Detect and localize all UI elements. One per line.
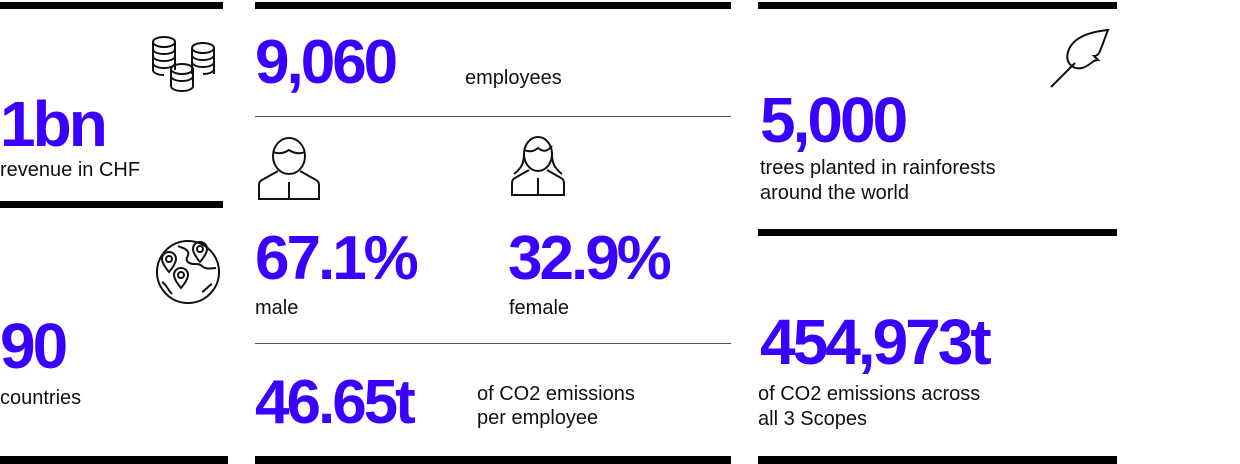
leaf-icon bbox=[1048, 28, 1112, 92]
divider-gender bbox=[255, 343, 731, 344]
co2-total-label-line2: all 3 Scopes bbox=[758, 408, 867, 430]
co2-total-label-line1: of CO2 emissions across bbox=[758, 383, 981, 405]
countries-label: countries bbox=[0, 387, 82, 409]
divider-top-col3 bbox=[758, 2, 1117, 9]
employees-value: 9,060 bbox=[255, 28, 398, 97]
male-label: male bbox=[255, 297, 299, 319]
divider-employees bbox=[255, 116, 731, 117]
divider-mid-col1 bbox=[0, 201, 223, 208]
female-value: 32.9% bbox=[508, 224, 672, 293]
male-value: 67.1% bbox=[255, 224, 419, 293]
revenue-value: 1bn bbox=[0, 88, 108, 160]
divider-bottom-col1 bbox=[0, 456, 228, 464]
co2-per-employee-label-line2: per employee bbox=[477, 407, 599, 429]
coins-stack-icon bbox=[150, 34, 220, 94]
divider-top-col2 bbox=[255, 2, 731, 9]
female-person-icon bbox=[509, 134, 567, 200]
divider-bottom-col3 bbox=[758, 456, 1117, 464]
trees-value: 5,000 bbox=[760, 84, 908, 156]
divider-top-col1 bbox=[0, 2, 223, 9]
trees-label-line2: around the world bbox=[760, 182, 909, 204]
trees-label-line1: trees planted in rainforests bbox=[760, 157, 996, 179]
employees-label: employees bbox=[465, 67, 562, 89]
globe-pins-icon bbox=[150, 234, 222, 306]
countries-value: 90 bbox=[0, 310, 68, 382]
divider-mid-col3 bbox=[758, 229, 1117, 236]
co2-per-employee-label-line1: of CO2 emissions bbox=[477, 383, 635, 405]
male-person-icon bbox=[258, 136, 320, 202]
divider-bottom-col2 bbox=[255, 456, 731, 464]
revenue-label: revenue in CHF bbox=[0, 159, 141, 181]
female-label: female bbox=[509, 297, 570, 319]
co2-per-employee-value: 46.65t bbox=[255, 368, 416, 437]
co2-total-value: 454,973t bbox=[760, 306, 992, 378]
